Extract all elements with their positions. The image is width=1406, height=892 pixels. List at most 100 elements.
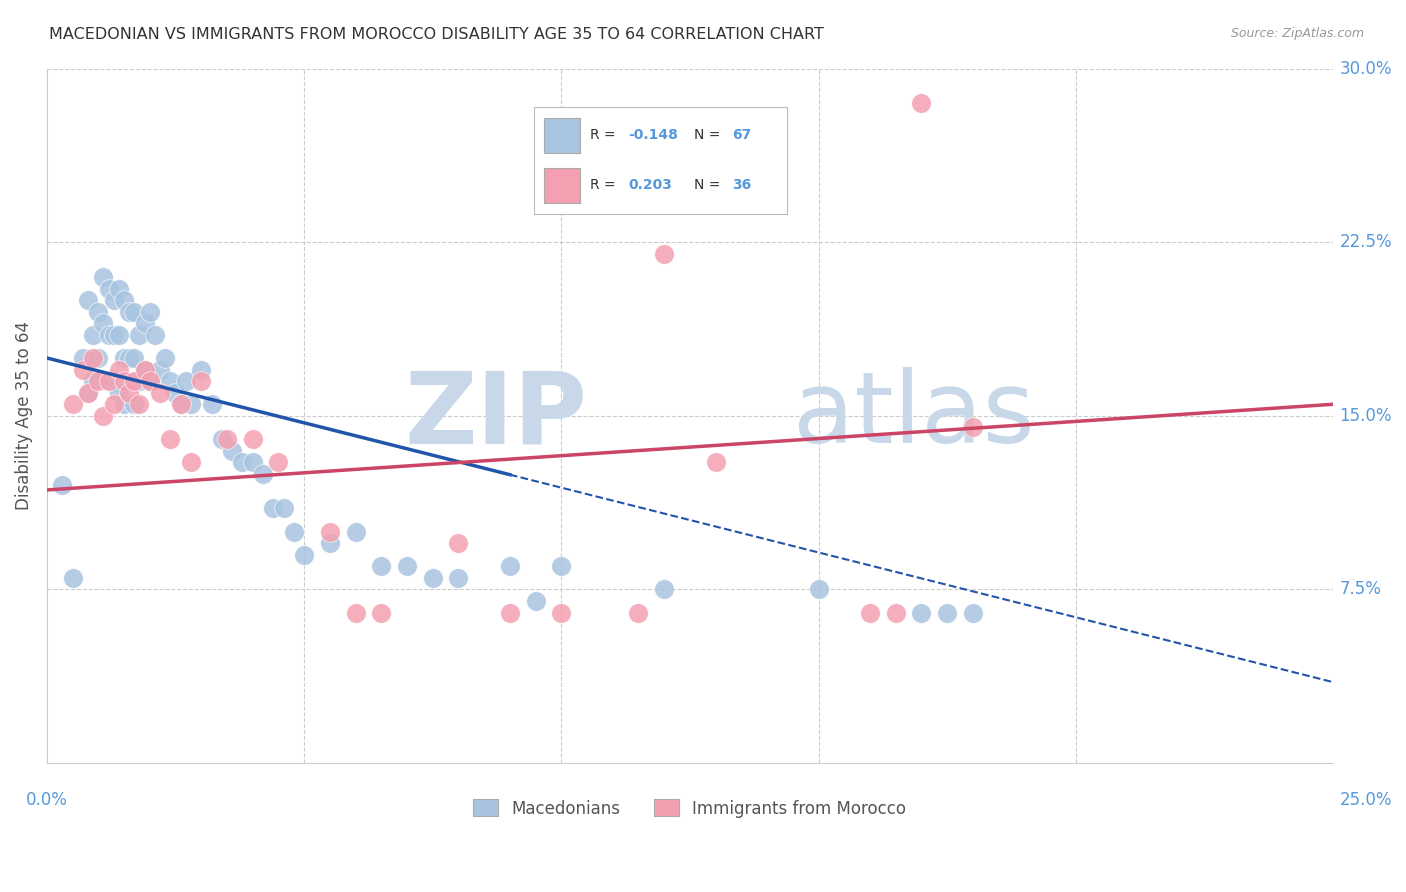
Point [174,374,197,388]
Point [215,432,238,446]
Point [447,536,470,550]
Text: 0.203: 0.203 [628,178,672,192]
Point [87,304,110,318]
Point [262,501,284,516]
Point [252,467,274,481]
FancyBboxPatch shape [544,168,579,203]
Point [447,571,470,585]
Point [149,385,172,400]
Point [128,374,150,388]
Point [395,559,418,574]
Point [499,606,522,620]
Point [72,362,94,376]
Point [82,374,104,388]
Point [319,536,342,550]
Point [103,327,125,342]
Point [652,582,675,597]
Point [97,281,120,295]
Point [936,606,959,620]
Point [149,362,172,376]
Point [97,327,120,342]
Point [124,374,146,388]
Point [124,351,146,365]
Point [118,351,141,365]
Point [77,385,100,400]
Point [292,548,315,562]
Point [103,293,125,307]
Point [139,374,162,388]
Point [550,606,572,620]
Point [273,501,295,516]
Point [128,397,150,411]
Point [112,293,135,307]
Text: Source: ZipAtlas.com: Source: ZipAtlas.com [1230,27,1364,40]
Point [180,455,202,469]
Point [242,432,264,446]
Point [108,362,131,376]
Point [319,524,342,539]
Point [87,351,110,365]
Point [910,96,932,111]
Point [139,374,162,388]
Y-axis label: Disability Age 35 to 64: Disability Age 35 to 64 [15,321,32,510]
Point [97,374,120,388]
Point [97,374,120,388]
Point [82,351,104,365]
Text: 7.5%: 7.5% [1340,581,1381,599]
Point [499,559,522,574]
Point [190,374,212,388]
Point [165,385,187,400]
Point [550,559,572,574]
Text: N =: N = [693,128,724,142]
Text: 36: 36 [731,178,751,192]
Point [77,293,100,307]
Text: 15.0%: 15.0% [1340,407,1392,425]
Point [884,606,907,620]
Point [627,606,650,620]
Point [134,362,156,376]
Point [72,351,94,365]
Point [82,327,104,342]
Point [807,582,830,597]
Point [118,304,141,318]
Point [200,397,222,411]
Text: MACEDONIAN VS IMMIGRANTS FROM MOROCCO DISABILITY AGE 35 TO 64 CORRELATION CHART: MACEDONIAN VS IMMIGRANTS FROM MOROCCO DI… [49,27,824,42]
Point [62,571,84,585]
Point [169,397,191,411]
Point [93,409,115,423]
Point [283,524,305,539]
Point [344,524,367,539]
Point [910,606,932,620]
Point [103,374,125,388]
Point [180,397,202,411]
Point [112,374,135,388]
Text: N =: N = [693,178,724,192]
Point [159,432,181,446]
Point [344,606,367,620]
Point [77,385,100,400]
Point [370,559,392,574]
Point [124,304,146,318]
Point [108,281,131,295]
Point [422,571,444,585]
Legend: Macedonians, Immigrants from Morocco: Macedonians, Immigrants from Morocco [467,793,912,824]
Point [62,397,84,411]
Point [112,351,135,365]
Point [231,455,253,469]
Text: R =: R = [591,178,620,192]
Point [93,269,115,284]
Point [524,594,547,608]
Point [128,327,150,342]
Point [103,397,125,411]
Point [159,374,181,388]
Point [93,316,115,330]
Point [87,374,110,388]
Text: 0.0%: 0.0% [25,791,67,809]
Point [139,304,162,318]
Point [112,397,135,411]
Point [267,455,290,469]
Point [143,327,166,342]
Text: 25.0%: 25.0% [1340,791,1392,809]
Point [211,432,233,446]
Text: ZIP: ZIP [404,368,588,465]
